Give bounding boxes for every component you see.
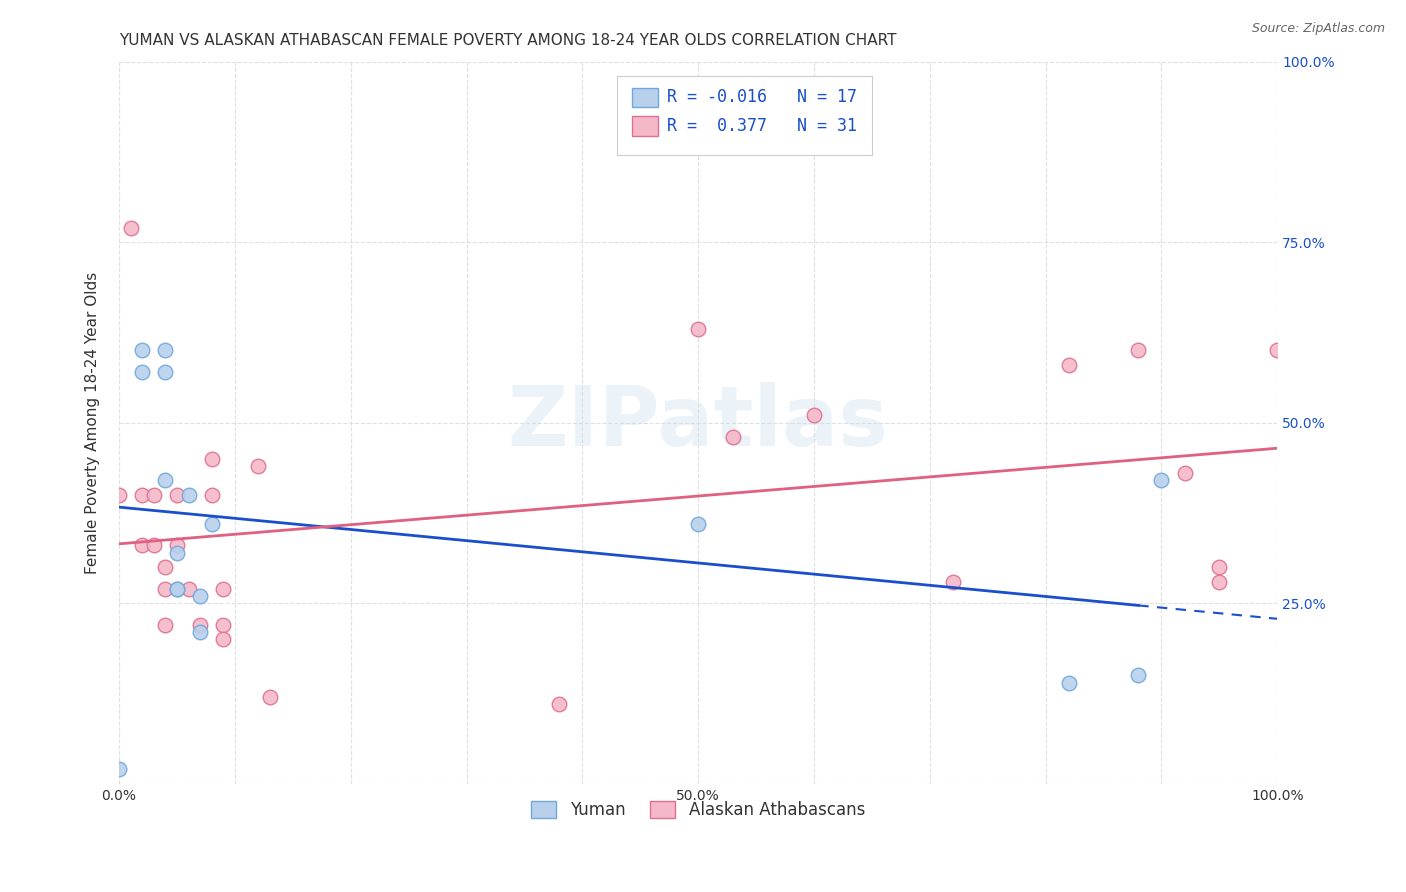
Point — [108, 762, 131, 776]
Point — [1057, 358, 1080, 372]
FancyBboxPatch shape — [617, 76, 872, 155]
Text: YUMAN VS ALASKAN ATHABASCAN FEMALE POVERTY AMONG 18-24 YEAR OLDS CORRELATION CHA: YUMAN VS ALASKAN ATHABASCAN FEMALE POVER… — [120, 33, 897, 48]
Point — [142, 488, 165, 502]
Point — [1057, 675, 1080, 690]
Point — [188, 625, 211, 640]
Point — [259, 690, 281, 704]
Point — [166, 546, 188, 560]
Text: Source: ZipAtlas.com: Source: ZipAtlas.com — [1251, 22, 1385, 36]
Point — [247, 458, 270, 473]
Point — [1128, 343, 1150, 358]
Point — [155, 617, 177, 632]
Point — [131, 365, 153, 379]
Point — [548, 698, 571, 712]
Point — [1128, 668, 1150, 682]
Point — [155, 474, 177, 488]
Point — [177, 582, 200, 596]
Point — [131, 343, 153, 358]
Point — [942, 574, 965, 589]
Point — [1174, 466, 1197, 480]
Point — [155, 560, 177, 574]
Point — [201, 516, 224, 531]
Point — [201, 451, 224, 466]
Point — [201, 488, 224, 502]
Text: ZIPatlas: ZIPatlas — [508, 382, 889, 463]
Point — [1208, 560, 1230, 574]
Point — [1208, 574, 1230, 589]
Point — [803, 409, 825, 423]
Point — [155, 582, 177, 596]
Point — [188, 589, 211, 603]
Text: R = -0.016   N = 17: R = -0.016 N = 17 — [666, 88, 856, 106]
Point — [166, 538, 188, 552]
Point — [120, 220, 142, 235]
Point — [177, 488, 200, 502]
Point — [688, 322, 710, 336]
Point — [155, 365, 177, 379]
Point — [188, 617, 211, 632]
Point — [212, 582, 235, 596]
Point — [142, 538, 165, 552]
Point — [131, 538, 153, 552]
Point — [166, 582, 188, 596]
FancyBboxPatch shape — [633, 116, 658, 136]
Point — [155, 343, 177, 358]
Point — [131, 488, 153, 502]
Point — [1265, 343, 1288, 358]
FancyBboxPatch shape — [633, 87, 658, 107]
Point — [108, 488, 131, 502]
Point — [166, 488, 188, 502]
Point — [166, 582, 188, 596]
Point — [721, 430, 744, 444]
Point — [212, 632, 235, 647]
Point — [688, 516, 710, 531]
Point — [212, 617, 235, 632]
Legend: Yuman, Alaskan Athabascans: Yuman, Alaskan Athabascans — [524, 795, 872, 826]
Point — [1150, 474, 1173, 488]
Text: R =  0.377   N = 31: R = 0.377 N = 31 — [666, 117, 856, 135]
Y-axis label: Female Poverty Among 18-24 Year Olds: Female Poverty Among 18-24 Year Olds — [86, 271, 100, 574]
